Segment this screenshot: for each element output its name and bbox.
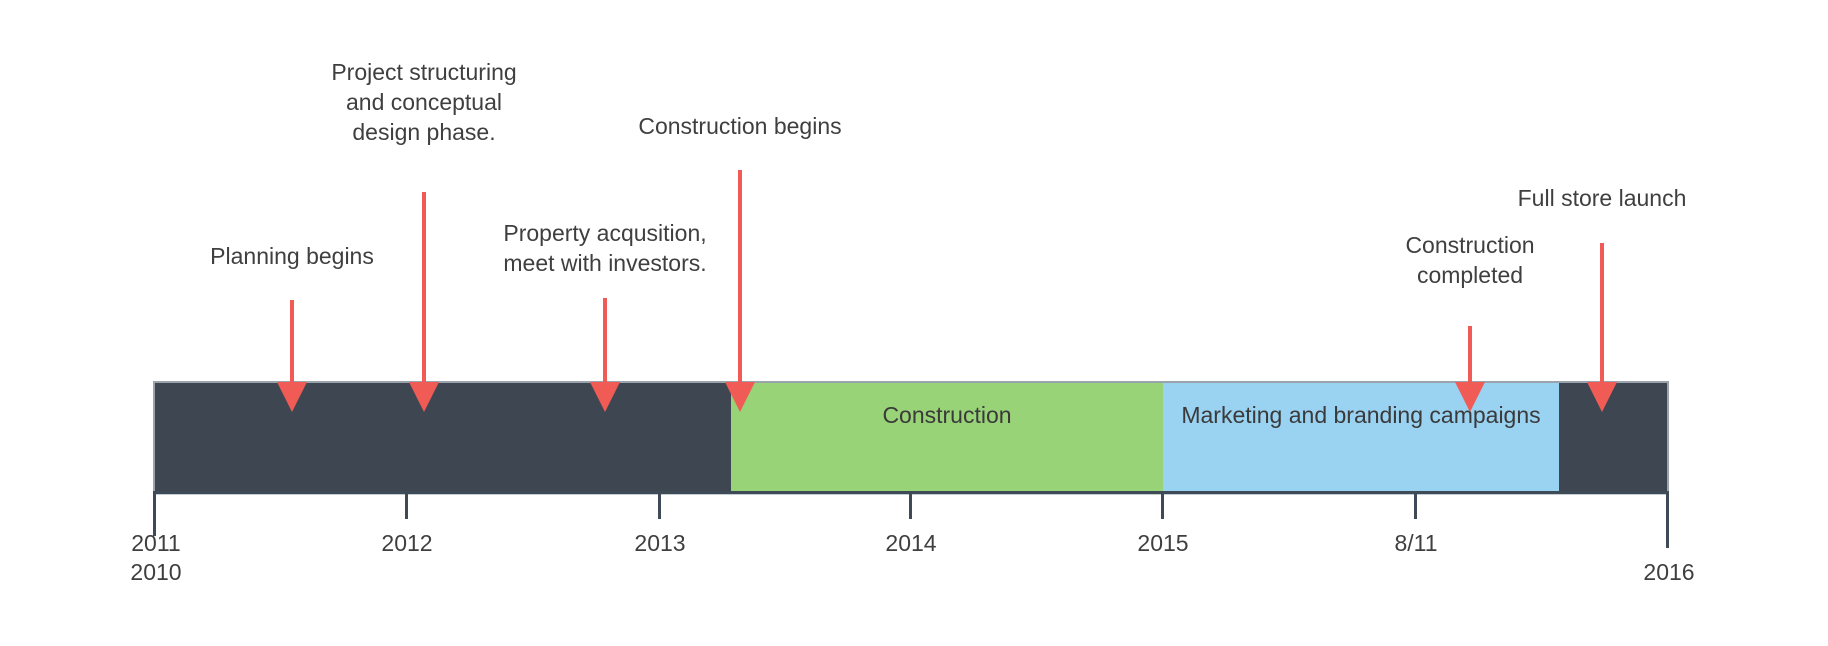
arrow-down-icon xyxy=(603,298,607,386)
axis-tick-2011 xyxy=(153,491,156,536)
event-label-line: completed xyxy=(1416,262,1524,288)
arrowhead-icon xyxy=(1455,382,1485,412)
bar-segment-construction-label: Construction xyxy=(882,402,1012,428)
bar-segment-construction: Construction xyxy=(731,383,1163,492)
axis-tick-2015 xyxy=(1161,491,1164,519)
axis-label-2015: 2015 xyxy=(1137,530,1189,556)
bar-segment-initial-phase xyxy=(155,383,731,492)
arrowhead-icon xyxy=(590,382,620,412)
axis-tick-2016 xyxy=(1666,491,1669,548)
axis-label-2011: 2011 xyxy=(131,530,181,556)
arrow-down-icon xyxy=(1468,326,1472,386)
event-full-store-launch-label: Full store launch xyxy=(1352,183,1828,213)
axis-tick-2013 xyxy=(658,491,661,519)
event-label-line: Construction xyxy=(1405,232,1535,258)
event-planning-begins-label: Planning begins xyxy=(42,241,542,271)
event-label-line: Property acqusition, xyxy=(503,220,707,246)
axis-label-8-11: 8/11 xyxy=(1394,530,1438,556)
event-label-line: and conceptual xyxy=(345,89,502,115)
arrow-down-icon xyxy=(290,300,294,386)
event-label-line: Construction begins xyxy=(638,113,842,139)
event-label-line: Project structuring xyxy=(331,59,517,85)
axis-label-2010: 2010 xyxy=(130,559,182,585)
axis-label-2014: 2014 xyxy=(885,530,937,556)
axis-label-2012: 2012 xyxy=(381,530,433,556)
event-construction-completed-label: Construction completed xyxy=(1220,230,1720,290)
event-project-structuring-label: Project structuring and conceptual desig… xyxy=(174,57,674,147)
arrowhead-icon xyxy=(1587,382,1617,412)
arrowhead-icon xyxy=(409,382,439,412)
bar-segment-marketing: Marketing and branding campaigns xyxy=(1163,383,1559,492)
arrow-down-icon xyxy=(1600,243,1604,386)
axis-label-2016: 2016 xyxy=(1643,559,1695,585)
event-label-line: meet with investors. xyxy=(503,250,707,276)
event-label-line: design phase. xyxy=(352,119,496,145)
timeline-bar: Construction Marketing and branding camp… xyxy=(153,381,1669,492)
bar-segment-marketing-label: Marketing and branding campaigns xyxy=(1181,402,1541,428)
arrow-down-icon xyxy=(738,170,742,386)
arrowhead-icon xyxy=(725,382,755,412)
event-property-acquisition-label: Property acqusition, meet with investors… xyxy=(355,218,855,278)
axis-tick-8-11 xyxy=(1414,491,1417,519)
arrowhead-icon xyxy=(277,382,307,412)
axis-tick-2014 xyxy=(909,491,912,519)
axis-tick-2012 xyxy=(405,491,408,519)
event-label-line: Planning begins xyxy=(210,243,374,269)
axis-label-2013: 2013 xyxy=(634,530,686,556)
event-label-line: Full store launch xyxy=(1517,185,1687,211)
event-construction-begins-label: Construction begins xyxy=(490,111,990,141)
arrow-down-icon xyxy=(422,192,426,386)
